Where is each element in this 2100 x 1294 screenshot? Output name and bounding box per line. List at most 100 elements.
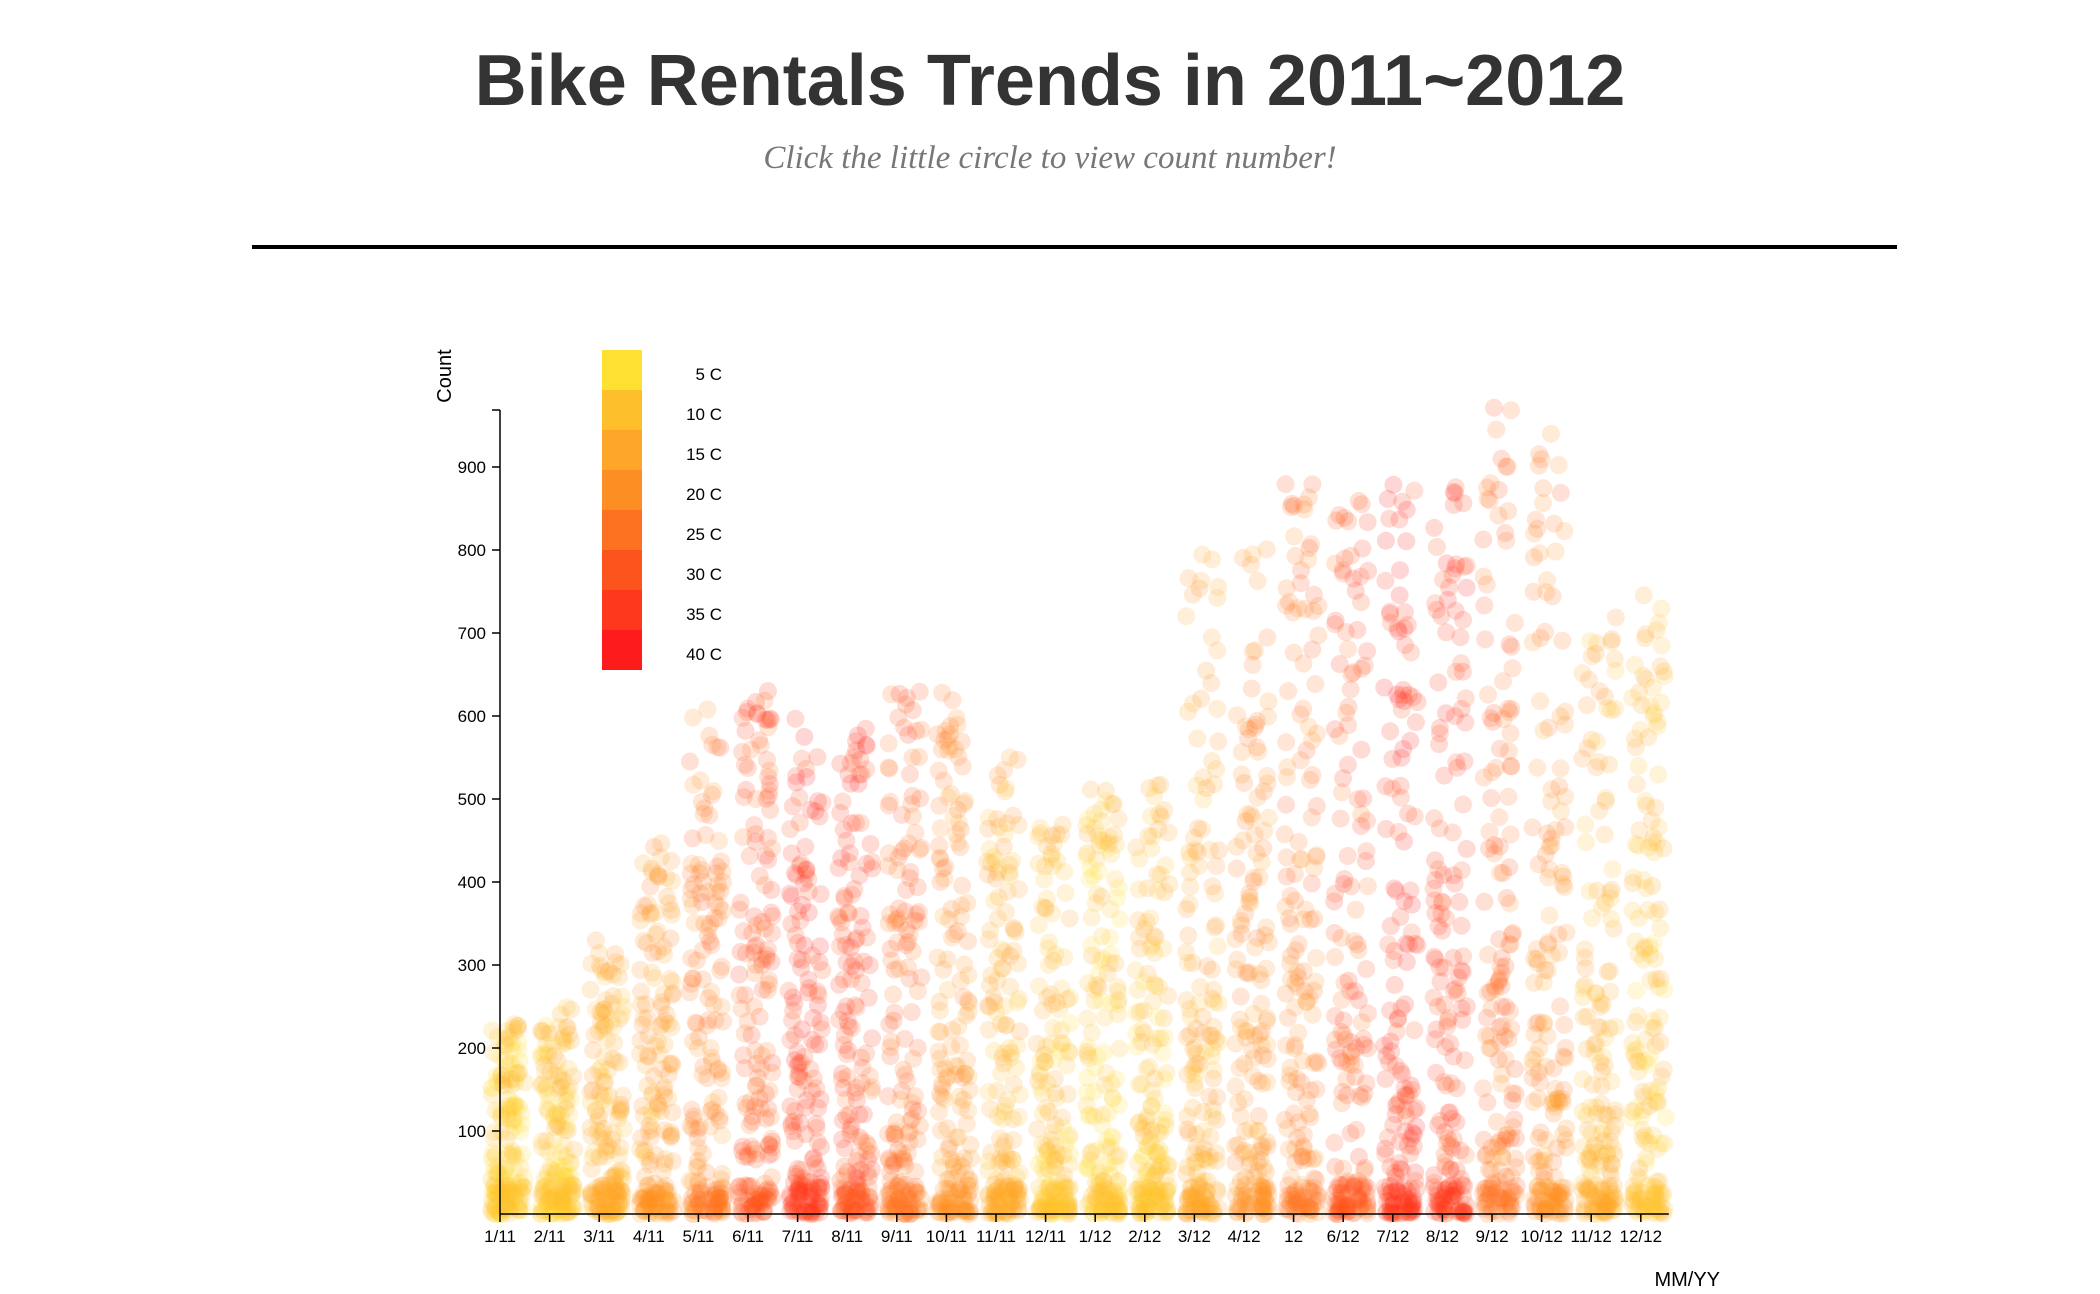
data-point[interactable] bbox=[547, 1187, 566, 1205]
data-point[interactable] bbox=[501, 1204, 520, 1223]
data-point[interactable] bbox=[1647, 970, 1666, 989]
data-point[interactable] bbox=[557, 1092, 576, 1111]
data-point[interactable] bbox=[1434, 570, 1453, 589]
data-point[interactable] bbox=[936, 1059, 955, 1078]
data-point[interactable] bbox=[653, 1189, 672, 1208]
data-point[interactable] bbox=[1008, 993, 1027, 1012]
data-point[interactable] bbox=[491, 1066, 510, 1085]
data-point[interactable] bbox=[1649, 1078, 1668, 1097]
data-point[interactable] bbox=[513, 1184, 532, 1203]
data-point[interactable] bbox=[1432, 607, 1451, 626]
data-point[interactable] bbox=[603, 1185, 622, 1204]
data-point[interactable] bbox=[1540, 906, 1559, 925]
data-point[interactable] bbox=[688, 1039, 707, 1058]
data-point[interactable] bbox=[505, 1070, 524, 1089]
data-point[interactable] bbox=[511, 1175, 530, 1194]
data-point[interactable] bbox=[1286, 941, 1305, 960]
data-point[interactable] bbox=[748, 1069, 767, 1087]
data-point[interactable] bbox=[594, 1182, 613, 1201]
data-point[interactable] bbox=[497, 1160, 516, 1179]
data-point[interactable] bbox=[709, 909, 728, 928]
data-point[interactable] bbox=[588, 1198, 607, 1216]
data-point[interactable] bbox=[755, 691, 774, 710]
data-point[interactable] bbox=[561, 1202, 580, 1221]
data-point[interactable] bbox=[1338, 640, 1357, 659]
data-point[interactable] bbox=[1631, 720, 1650, 739]
data-point[interactable] bbox=[959, 991, 977, 1010]
data-point[interactable] bbox=[746, 1150, 765, 1169]
data-point[interactable] bbox=[1598, 962, 1617, 981]
data-point[interactable] bbox=[1591, 1053, 1610, 1072]
data-point[interactable] bbox=[554, 1184, 573, 1202]
data-point[interactable] bbox=[1494, 672, 1512, 691]
data-point[interactable] bbox=[1291, 751, 1310, 770]
data-point[interactable] bbox=[641, 903, 660, 922]
data-point[interactable] bbox=[649, 1096, 668, 1115]
data-point[interactable] bbox=[1177, 607, 1196, 626]
data-point[interactable] bbox=[903, 787, 922, 805]
data-point[interactable] bbox=[557, 998, 576, 1017]
data-point[interactable] bbox=[692, 861, 711, 879]
data-point[interactable] bbox=[713, 1201, 731, 1220]
data-point[interactable] bbox=[682, 949, 701, 968]
data-point[interactable] bbox=[551, 1005, 570, 1024]
data-point[interactable] bbox=[549, 1198, 568, 1217]
data-point[interactable] bbox=[558, 1117, 577, 1136]
data-point[interactable] bbox=[598, 1137, 617, 1156]
data-point[interactable] bbox=[1623, 688, 1642, 707]
data-point[interactable] bbox=[1406, 713, 1425, 732]
data-point[interactable] bbox=[1188, 843, 1207, 861]
data-point[interactable] bbox=[483, 1079, 501, 1098]
data-point[interactable] bbox=[891, 1090, 910, 1109]
data-point[interactable] bbox=[1403, 1081, 1422, 1099]
data-point[interactable] bbox=[1207, 856, 1226, 875]
data-point[interactable] bbox=[751, 1099, 770, 1118]
data-point[interactable] bbox=[534, 1187, 553, 1206]
data-point[interactable] bbox=[559, 1059, 578, 1078]
data-point[interactable] bbox=[1244, 872, 1263, 891]
data-point[interactable] bbox=[1627, 1040, 1646, 1059]
data-point[interactable] bbox=[1253, 1046, 1272, 1065]
data-point[interactable] bbox=[1553, 631, 1572, 650]
data-point[interactable] bbox=[1651, 1134, 1670, 1153]
data-point[interactable] bbox=[702, 936, 721, 955]
data-point[interactable] bbox=[610, 1146, 629, 1165]
data-point[interactable] bbox=[1202, 960, 1221, 979]
data-point[interactable] bbox=[562, 1090, 581, 1109]
data-point[interactable] bbox=[485, 1123, 504, 1142]
data-point[interactable] bbox=[1425, 809, 1444, 828]
data-point[interactable] bbox=[682, 880, 701, 899]
data-point[interactable] bbox=[549, 1199, 568, 1218]
data-point[interactable] bbox=[695, 799, 714, 818]
data-point[interactable] bbox=[1393, 1191, 1412, 1210]
data-point[interactable] bbox=[606, 945, 625, 963]
data-point[interactable] bbox=[1202, 674, 1221, 693]
data-point[interactable] bbox=[1358, 513, 1377, 532]
data-point[interactable] bbox=[497, 1185, 516, 1204]
data-point[interactable] bbox=[641, 1102, 660, 1121]
data-point[interactable] bbox=[596, 1073, 615, 1092]
data-point[interactable] bbox=[693, 941, 712, 960]
data-point[interactable] bbox=[1435, 766, 1454, 785]
data-point[interactable] bbox=[690, 1117, 709, 1136]
data-point[interactable] bbox=[492, 1108, 511, 1126]
data-point[interactable] bbox=[586, 1000, 605, 1019]
data-point[interactable] bbox=[538, 1163, 557, 1182]
data-point[interactable] bbox=[812, 1178, 831, 1197]
data-point[interactable] bbox=[782, 914, 801, 933]
data-point[interactable] bbox=[834, 970, 853, 989]
data-point[interactable] bbox=[989, 909, 1007, 928]
data-point[interactable] bbox=[589, 1199, 608, 1217]
data-point[interactable] bbox=[597, 1030, 616, 1049]
data-point[interactable] bbox=[1427, 538, 1446, 556]
data-point[interactable] bbox=[950, 1036, 969, 1055]
data-point[interactable] bbox=[655, 1154, 674, 1173]
data-point[interactable] bbox=[1202, 1047, 1221, 1066]
data-point[interactable] bbox=[561, 1154, 580, 1173]
data-point[interactable] bbox=[1084, 866, 1103, 885]
data-point[interactable] bbox=[510, 1179, 529, 1198]
data-point[interactable] bbox=[1029, 916, 1048, 934]
data-point[interactable] bbox=[756, 1109, 775, 1128]
data-point[interactable] bbox=[751, 1191, 769, 1210]
data-point[interactable] bbox=[483, 1182, 502, 1201]
